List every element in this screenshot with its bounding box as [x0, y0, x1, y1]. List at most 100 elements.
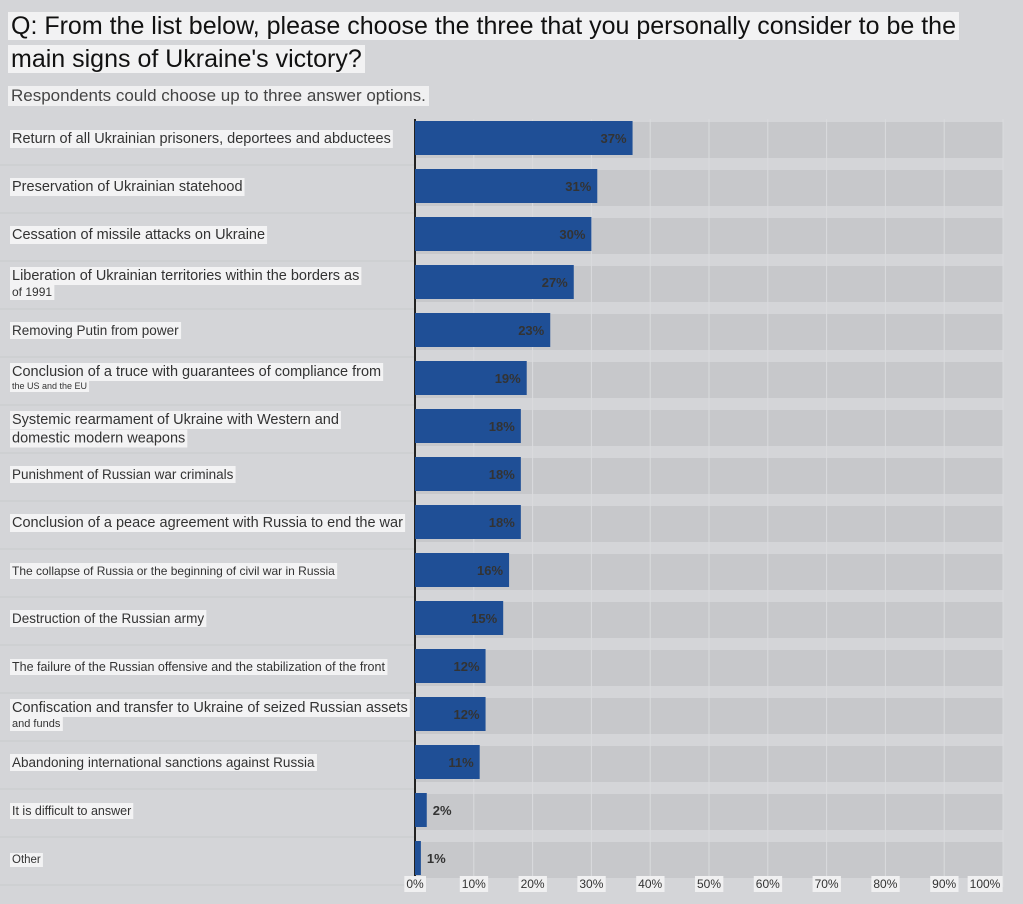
bar	[415, 745, 480, 779]
bar-value-label: 23%	[518, 323, 544, 338]
category-label-text: Conclusion of a peace agreement with Rus…	[12, 515, 403, 531]
tick-label-background	[871, 876, 900, 892]
label-background	[10, 659, 388, 675]
bar-value-label: 1%	[427, 851, 446, 866]
x-tick-label: 50%	[697, 877, 721, 891]
bar-value-label: 12%	[454, 707, 480, 722]
chart-title: Q: From the list below, please choose th…	[8, 10, 968, 76]
category-label-text: of 1991	[12, 285, 52, 299]
category-label-text: Confiscation and transfer to Ukraine of …	[12, 700, 408, 716]
category-label: Destruction of the Russian army	[10, 610, 207, 627]
tick-label-background	[967, 876, 1003, 892]
bar-value-label: 19%	[495, 371, 521, 386]
bar-value-label: 2%	[433, 803, 452, 818]
bar-value-label: 30%	[559, 227, 585, 242]
bar-value-label: 11%	[448, 755, 474, 770]
label-background	[10, 754, 317, 771]
label-background	[10, 803, 134, 819]
bar	[415, 121, 633, 155]
x-tick-label: 70%	[815, 877, 839, 891]
bar-value-label: 12%	[454, 659, 480, 674]
x-tick-label: 90%	[932, 877, 956, 891]
label-background	[10, 429, 188, 448]
category-label: The collapse of Russia or the beginning …	[10, 563, 338, 579]
label-background	[10, 717, 63, 731]
bar	[415, 409, 521, 443]
category-label-text: Abandoning international sanctions again…	[12, 755, 315, 770]
label-background	[10, 380, 90, 392]
bar	[415, 217, 592, 251]
bar	[415, 169, 598, 203]
tick-label-background	[518, 876, 547, 892]
category-label: Confiscation and transfer to Ukraine of …	[10, 699, 410, 731]
label-background	[10, 699, 410, 717]
bar-value-label: 37%	[601, 131, 627, 146]
category-label: Systemic rearmament of Ukraine with West…	[10, 411, 341, 448]
category-label-text: Liberation of Ukrainian territories with…	[12, 268, 359, 284]
label-background	[10, 322, 182, 339]
label-background	[10, 466, 236, 483]
label-background	[10, 563, 338, 579]
bar	[415, 505, 521, 539]
bar-value-label: 27%	[542, 275, 568, 290]
category-label: Conclusion of a peace agreement with Rus…	[10, 514, 406, 532]
category-label: It is difficult to answer	[10, 803, 134, 819]
tick-label-background	[636, 876, 665, 892]
category-label-text: The collapse of Russia or the beginning …	[12, 564, 335, 578]
bar	[415, 697, 486, 731]
label-background	[10, 284, 55, 300]
label-background	[10, 853, 43, 867]
category-label-text: The failure of the Russian offensive and…	[12, 660, 385, 674]
x-tick-label: 40%	[638, 877, 662, 891]
bar-value-label: 18%	[489, 467, 515, 482]
category-label-text: Punishment of Russian war criminals	[12, 467, 234, 482]
label-background	[10, 610, 207, 627]
bar-value-label: 15%	[471, 611, 497, 626]
category-label: Punishment of Russian war criminals	[10, 466, 236, 483]
category-label: Conclusion of a truce with guarantees of…	[10, 363, 384, 392]
category-label: Return of all Ukrainian prisoners, depor…	[10, 130, 393, 148]
label-background	[10, 363, 384, 381]
x-tick-label: 80%	[873, 877, 897, 891]
category-label-text: Return of all Ukrainian prisoners, depor…	[12, 131, 391, 147]
tick-label-background	[753, 876, 783, 892]
bar	[415, 553, 510, 587]
tick-label-background	[459, 876, 489, 892]
category-label-text: Preservation of Ukrainian statehood	[12, 179, 243, 195]
bar	[415, 361, 527, 395]
tick-label-background	[577, 876, 606, 892]
category-label: Liberation of Ukrainian territories with…	[10, 267, 362, 300]
category-label: Preservation of Ukrainian statehood	[10, 178, 245, 196]
x-tick-label: 60%	[756, 877, 780, 891]
category-label-text: It is difficult to answer	[12, 804, 131, 818]
x-tick-label: 10%	[462, 877, 486, 891]
category-label: The failure of the Russian offensive and…	[10, 659, 388, 675]
category-label: Abandoning international sanctions again…	[10, 754, 317, 771]
x-tick-label: 100%	[970, 877, 1001, 891]
label-background	[10, 130, 393, 148]
label-background	[10, 514, 406, 532]
category-label-text: Cessation of missile attacks on Ukraine	[12, 227, 265, 243]
label-background	[10, 267, 362, 285]
bar-value-label: 16%	[477, 563, 503, 578]
bar-value-label: 18%	[489, 419, 515, 434]
bar	[415, 841, 421, 875]
label-background	[10, 178, 245, 196]
category-label-text: Destruction of the Russian army	[12, 611, 204, 626]
category-label-text: Other	[12, 854, 41, 866]
bar	[415, 265, 574, 299]
category-label-text: Conclusion of a truce with guarantees of…	[12, 364, 381, 380]
bar	[415, 793, 427, 827]
x-tick-label: 0%	[406, 877, 424, 891]
bar	[415, 649, 486, 683]
bar-value-label: 31%	[565, 179, 591, 194]
category-label: Removing Putin from power	[10, 322, 182, 339]
label-background	[10, 226, 268, 244]
category-label: Cessation of missile attacks on Ukraine	[10, 226, 268, 244]
tick-label-background	[694, 876, 724, 892]
category-label-text: the US and the EU	[12, 381, 87, 391]
category-label-text: Systemic rearmament of Ukraine with West…	[12, 412, 339, 428]
category-label-text: Removing Putin from power	[12, 323, 179, 338]
x-tick-label: 20%	[521, 877, 545, 891]
